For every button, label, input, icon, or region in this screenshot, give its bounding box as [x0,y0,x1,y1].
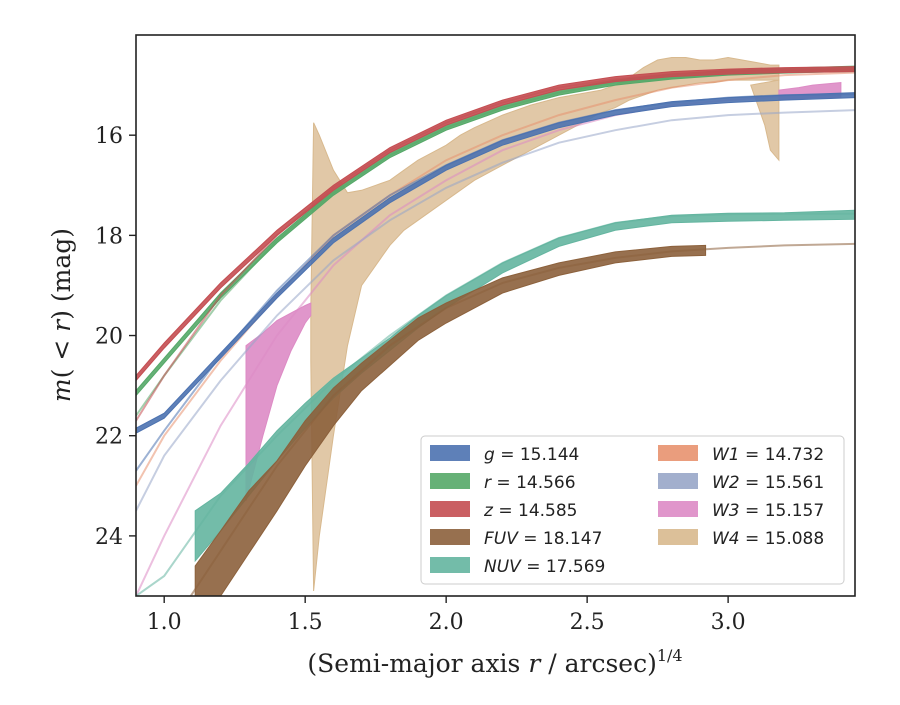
legend-swatch-g [430,445,470,461]
legend-label-w3: W3 = 15.157 [712,501,824,521]
legend-label-z: z = 14.585 [483,501,577,521]
legend: g = 15.144 r = 14.566 z = 14.585 FUV = 18.1… [420,435,845,585]
series-layer [136,56,855,596]
legend-swatch-w4 [658,529,698,545]
legend-label-w4: W4 = 15.088 [712,529,824,549]
y-tick-label: 16 [95,124,123,149]
series-w3-band [245,302,312,501]
legend-label-w1: W1 = 14.732 [712,445,824,465]
legend-label-nuv: NUV = 17.569 [484,557,605,577]
y-axis-label: m( < r) (mag) [47,228,76,402]
x-tick-label: 3.0 [711,610,746,635]
y-axis: 16 18 20 22 24 [95,124,136,550]
series-w1-model-line [136,71,855,487]
series-z-band [136,66,855,382]
x-tick-label: 1.5 [288,610,323,635]
legend-swatch-w2 [658,473,698,489]
series-w2-model-line [136,109,855,512]
legend-label-fuv: FUV = 18.147 [484,529,602,549]
legend-swatch-z [430,501,470,517]
x-tick-label: 1.0 [147,610,182,635]
legend-label-r: r = 14.566 [484,473,576,493]
legend-swatch-r [430,473,470,489]
series-fuv-band [194,244,707,596]
x-axis: 1.0 1.5 2.0 2.5 3.0 [147,596,746,635]
legend-swatch-w3 [658,501,698,517]
legend-frame [420,435,845,585]
legend-swatch-nuv [430,557,470,573]
legend-swatch-w1 [658,445,698,461]
x-tick-label: 2.0 [429,610,464,635]
y-tick-label: 20 [95,325,123,350]
plot-frame [135,34,856,597]
series-g-band [136,92,855,434]
y-tick-label: 22 [95,425,123,450]
legend-label-w2: W2 = 15.561 [712,473,824,493]
y-tick-label: 24 [95,525,123,550]
x-tick-label: 2.5 [570,610,605,635]
legend-swatch-fuv [430,529,470,545]
x-axis-label: (Semi-major axis r / arcsec)1/4 [307,646,682,678]
y-tick-label: 18 [95,224,123,249]
legend-label-g: g = 15.144 [484,445,579,465]
